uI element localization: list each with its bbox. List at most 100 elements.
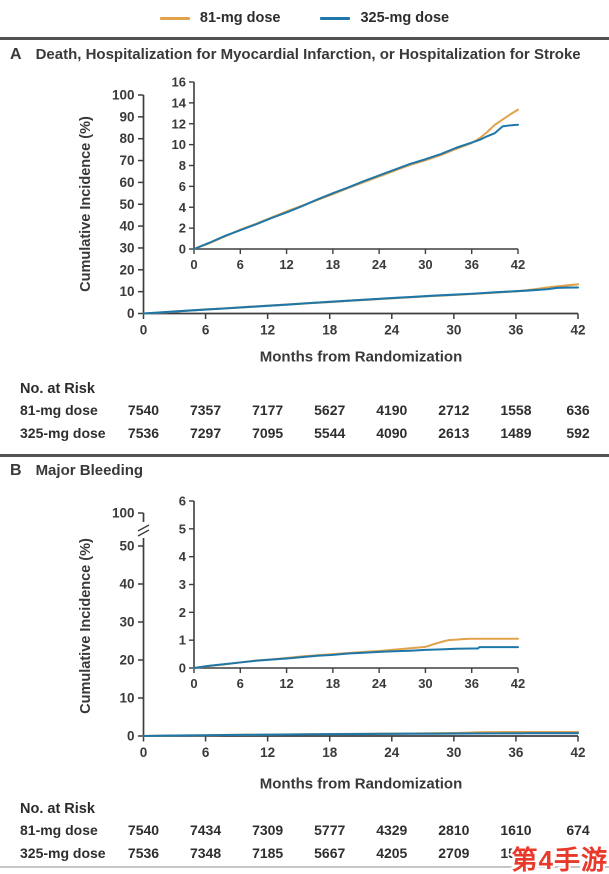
risk-value: 7348 bbox=[189, 845, 222, 861]
panel-a-title: Death, Hospitalization for Myocardial In… bbox=[35, 46, 581, 63]
tick-label: 90 bbox=[119, 109, 134, 124]
tick-label: 12 bbox=[279, 676, 293, 691]
tick-label: 2 bbox=[179, 221, 186, 236]
panel-a-header: A Death, Hospitalization for Myocardial … bbox=[10, 46, 581, 64]
tick-label: 30 bbox=[446, 323, 461, 338]
tick-label: 0 bbox=[127, 729, 135, 744]
top-divider bbox=[0, 37, 609, 40]
panel-a-letter: A bbox=[10, 46, 22, 63]
tick-label: 42 bbox=[511, 257, 525, 272]
risk-value: 674 bbox=[566, 822, 590, 838]
risk-value: 7357 bbox=[189, 402, 222, 418]
tick-label: 18 bbox=[326, 257, 340, 272]
risk-value: 7309 bbox=[252, 822, 284, 838]
tick-label: 4 bbox=[179, 549, 187, 564]
tick-label: 50 bbox=[119, 539, 134, 554]
tick-label: 2 bbox=[179, 605, 186, 620]
tick-label: 10 bbox=[172, 137, 186, 152]
tick-label: 14 bbox=[172, 95, 187, 110]
tick-label: 70 bbox=[119, 153, 134, 168]
tick-label: 100 bbox=[112, 88, 135, 103]
tick-label: 20 bbox=[119, 653, 134, 668]
risk-row-label: 325-mg dose bbox=[20, 845, 106, 861]
risk-value: 1610 bbox=[500, 822, 532, 838]
tick-label: 12 bbox=[279, 257, 293, 272]
tick-label: 36 bbox=[508, 745, 524, 760]
tick-label: 8 bbox=[179, 158, 186, 173]
panel-b-letter: B bbox=[10, 462, 22, 479]
risk-value: 5627 bbox=[314, 402, 346, 418]
risk-value: 7297 bbox=[189, 425, 222, 441]
tick-label: 0 bbox=[190, 676, 197, 691]
risk-value: 1559 bbox=[500, 845, 532, 861]
tick-label: 40 bbox=[119, 219, 134, 234]
tick-label: 6 bbox=[202, 323, 210, 338]
risk-value: 7536 bbox=[127, 425, 160, 441]
bottom-divider bbox=[0, 866, 609, 868]
risk-value: 2712 bbox=[438, 402, 470, 418]
tick-label: 42 bbox=[570, 323, 585, 338]
risk-value: 2613 bbox=[438, 425, 470, 441]
tick-label: 24 bbox=[372, 676, 387, 691]
tick-label: 80 bbox=[119, 131, 134, 146]
legend-label-325mg: 325-mg dose bbox=[360, 10, 450, 26]
tick-label: 60 bbox=[119, 175, 134, 190]
risk-row: 325-mg dose 7536 7348 7185 5667 4205 2709 1559 bbox=[0, 845, 609, 865]
risk-value: 4090 bbox=[376, 425, 408, 441]
main-series-325-mg dose bbox=[142, 286, 580, 315]
risk-value: 7540 bbox=[127, 822, 160, 838]
tick-label: 0 bbox=[140, 323, 148, 338]
tick-label: 6 bbox=[179, 179, 186, 194]
tick-label: 24 bbox=[372, 257, 387, 272]
tick-label: 0 bbox=[190, 257, 197, 272]
risk-row-label: 81-mg dose bbox=[20, 822, 98, 838]
tick-label: 30 bbox=[418, 257, 432, 272]
main-series-325-mg dose bbox=[142, 732, 580, 738]
legend: 81-mg dose 325-mg dose bbox=[0, 6, 609, 30]
risk-row-label: 325-mg dose bbox=[20, 425, 106, 441]
risk-value: 7095 bbox=[252, 425, 284, 441]
risk-value: 7177 bbox=[252, 402, 284, 418]
risk-value: 4329 bbox=[376, 822, 408, 838]
risk-row: 81-mg dose 7540 7434 7309 5777 4329 2810 1610 67… bbox=[0, 822, 609, 842]
tick-label: 36 bbox=[464, 676, 478, 691]
tick-label: 24 bbox=[384, 323, 400, 338]
tick-label: 6 bbox=[237, 676, 244, 691]
risk-value: 7185 bbox=[252, 845, 284, 861]
tick-label: 3 bbox=[179, 577, 186, 592]
tick-label: 30 bbox=[119, 240, 134, 255]
legend-line-325mg-icon bbox=[320, 16, 351, 20]
tick-label: 18 bbox=[322, 745, 338, 760]
tick-label: 100 bbox=[112, 506, 135, 521]
tick-label: 18 bbox=[322, 323, 338, 338]
legend-line-81mg-icon bbox=[159, 16, 190, 20]
panel-b-header: B Major Bleeding bbox=[10, 462, 143, 480]
tick-label: 30 bbox=[418, 676, 432, 691]
inset-series-81-mg dose bbox=[193, 108, 519, 250]
risk-value: 2709 bbox=[438, 845, 470, 861]
risk-table-title-a: No. at Risk bbox=[20, 381, 95, 397]
tick-label: 10 bbox=[119, 284, 134, 299]
risk-value: 592 bbox=[566, 425, 590, 441]
legend-item-325mg: 325-mg dose bbox=[320, 10, 449, 26]
tick-label: 16 bbox=[172, 75, 186, 90]
risk-table-title-b: No. at Risk bbox=[20, 801, 95, 817]
tick-label: 24 bbox=[384, 745, 400, 760]
tick-label: 36 bbox=[464, 257, 478, 272]
risk-value: 2810 bbox=[438, 822, 470, 838]
risk-value: 7434 bbox=[189, 822, 222, 838]
tick-label: 12 bbox=[260, 323, 275, 338]
tick-label: 30 bbox=[119, 615, 134, 630]
risk-value: 5777 bbox=[314, 822, 346, 838]
panel-b-title: Major Bleeding bbox=[35, 462, 144, 479]
panel-b-x-axis-title: Months from Randomization bbox=[259, 775, 463, 793]
risk-row: 81-mg dose 7540 7357 7177 5627 4190 2712 1558 63… bbox=[0, 402, 609, 422]
tick-label: 6 bbox=[202, 745, 210, 760]
risk-value: 5667 bbox=[314, 845, 346, 861]
risk-value: 4190 bbox=[376, 402, 408, 418]
tick-label: 5 bbox=[179, 521, 186, 536]
tick-label: 12 bbox=[260, 745, 275, 760]
